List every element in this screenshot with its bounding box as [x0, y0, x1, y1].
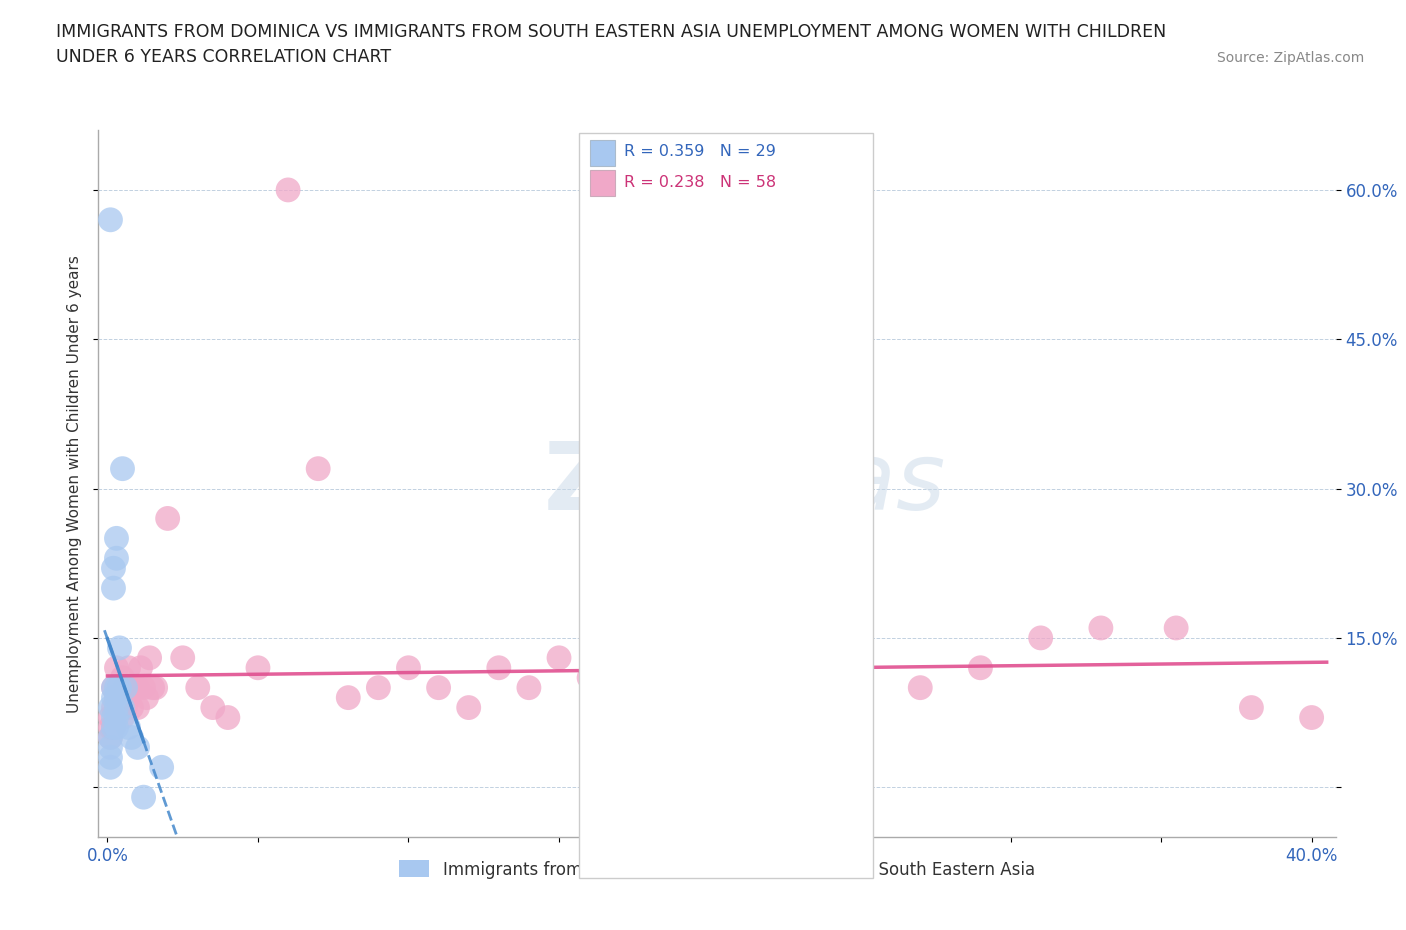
Point — [367, 680, 389, 695]
Point — [1090, 620, 1112, 635]
Point — [129, 660, 152, 675]
Point — [103, 680, 125, 695]
Point — [103, 711, 125, 725]
Text: IMMIGRANTS FROM DOMINICA VS IMMIGRANTS FROM SOUTH EASTERN ASIA UNEMPLOYMENT AMON: IMMIGRANTS FROM DOMINICA VS IMMIGRANTS F… — [56, 23, 1167, 66]
Point — [100, 720, 122, 735]
Point — [728, 680, 751, 695]
Point — [398, 660, 420, 675]
Point — [108, 641, 131, 656]
Point — [849, 650, 872, 665]
Point — [105, 660, 128, 675]
Point — [517, 680, 540, 695]
Point — [108, 700, 131, 715]
Point — [607, 690, 630, 705]
Point — [337, 690, 360, 705]
Point — [105, 720, 128, 735]
Point — [132, 790, 155, 804]
Point — [156, 511, 179, 525]
Point — [100, 740, 122, 755]
Text: Source: ZipAtlas.com: Source: ZipAtlas.com — [1216, 51, 1364, 65]
Point — [114, 680, 136, 695]
Text: R = 0.359   N = 29: R = 0.359 N = 29 — [624, 144, 776, 159]
Point — [121, 680, 143, 695]
Point — [111, 690, 134, 705]
Point — [100, 760, 122, 775]
Point — [127, 700, 149, 715]
Point — [578, 671, 600, 685]
Point — [187, 680, 209, 695]
Point — [114, 680, 136, 695]
Point — [1166, 620, 1188, 635]
Point — [124, 680, 146, 695]
Point — [111, 461, 134, 476]
Point — [638, 700, 661, 715]
Point — [172, 650, 194, 665]
Point — [105, 700, 128, 715]
Point — [1301, 711, 1323, 725]
Point — [683, 650, 706, 665]
Point — [488, 660, 510, 675]
Point — [105, 551, 128, 565]
Point — [108, 680, 131, 695]
Point — [246, 660, 269, 675]
Point — [132, 680, 155, 695]
Point — [103, 700, 125, 715]
Point — [1029, 631, 1052, 645]
Point — [100, 750, 122, 764]
Point — [117, 690, 139, 705]
Point — [103, 720, 125, 735]
Point — [135, 690, 157, 705]
Point — [117, 720, 139, 735]
Point — [111, 711, 134, 725]
Point — [277, 182, 299, 197]
Point — [105, 690, 128, 705]
Point — [105, 531, 128, 546]
Point — [121, 730, 143, 745]
Point — [910, 680, 932, 695]
Point — [117, 660, 139, 675]
Point — [103, 690, 125, 705]
Text: ZIP: ZIP — [544, 438, 717, 529]
Point — [100, 700, 122, 715]
Point — [100, 730, 122, 745]
Point — [127, 680, 149, 695]
Point — [103, 561, 125, 576]
Point — [105, 711, 128, 725]
Point — [121, 700, 143, 715]
Point — [145, 680, 167, 695]
Point — [201, 700, 224, 715]
Point — [138, 650, 160, 665]
Point — [100, 711, 122, 725]
Legend: Immigrants from Dominica, Immigrants from South Eastern Asia: Immigrants from Dominica, Immigrants fro… — [392, 854, 1042, 885]
Point — [105, 690, 128, 705]
Point — [548, 650, 571, 665]
Point — [150, 760, 173, 775]
Point — [114, 700, 136, 715]
Point — [105, 680, 128, 695]
Point — [427, 680, 450, 695]
Point — [103, 580, 125, 595]
Point — [142, 680, 165, 695]
Point — [100, 212, 122, 227]
Point — [100, 730, 122, 745]
Point — [307, 461, 329, 476]
Point — [108, 680, 131, 695]
Point — [217, 711, 239, 725]
Text: atlas: atlas — [717, 438, 945, 529]
Point — [103, 720, 125, 735]
Point — [127, 740, 149, 755]
Point — [111, 700, 134, 715]
Point — [457, 700, 479, 715]
Point — [103, 680, 125, 695]
Y-axis label: Unemployment Among Women with Children Under 6 years: Unemployment Among Women with Children U… — [67, 255, 83, 712]
Point — [111, 671, 134, 685]
Point — [789, 700, 811, 715]
Point — [1240, 700, 1263, 715]
Point — [969, 660, 991, 675]
Text: R = 0.238   N = 58: R = 0.238 N = 58 — [624, 175, 776, 190]
